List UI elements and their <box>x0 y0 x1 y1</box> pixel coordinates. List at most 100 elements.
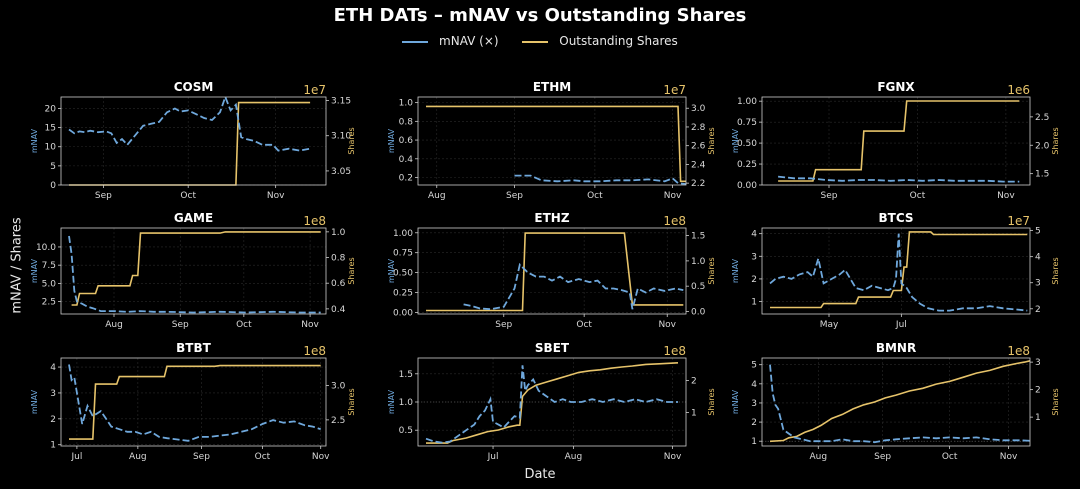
btbt-xtick-label-1: Aug <box>129 452 147 462</box>
cosm-shares-line <box>69 101 311 186</box>
btbt-ltick-label-0: 1 <box>50 441 56 451</box>
cosm-xtick-label-0: Sep <box>95 191 112 201</box>
btbt-rtick-label-1: 3.0 <box>331 382 346 392</box>
btcs-offset-label: 1e7 <box>1007 214 1030 228</box>
btbt-frame <box>60 357 327 447</box>
ethm-shares-line <box>426 105 686 183</box>
ethm-ltick-label-0: 0.2 <box>399 174 413 184</box>
bmnr-rtick-label-2: 3 <box>1035 358 1041 368</box>
ethm-xtick-label-0: Aug <box>428 191 446 201</box>
ethz-offset-label: 1e8 <box>663 214 686 228</box>
ethm-rtick-label-1: 2.4 <box>691 160 706 170</box>
btcs-shares-line <box>770 231 1028 309</box>
cosm-left-axis-label: mNAV <box>30 128 39 153</box>
bmnr-ltick-label-3: 4 <box>751 380 757 390</box>
btcs-left-axis-label: mNAV <box>731 258 740 283</box>
ethz-rtick-label-0: 0.0 <box>691 307 706 317</box>
ethz-rtick-label-2: 1.0 <box>691 257 706 267</box>
btcs-ltick-label-0: 1 <box>751 298 757 308</box>
ethm-right-axis-label: Shares <box>707 127 716 154</box>
ethm-offset-label: 1e7 <box>663 83 686 97</box>
sbet-xtick-label-2: Nov <box>664 452 682 462</box>
sbet-mnav-line <box>425 365 678 444</box>
game-offset-label: 1e8 <box>303 214 326 228</box>
btcs-right-axis-label: Shares <box>1051 257 1060 284</box>
btcs-rtick-label-2: 4 <box>1035 253 1041 263</box>
bmnr-ltick-label-1: 2 <box>751 418 757 428</box>
bmnr-ltick-label-2: 3 <box>751 399 757 409</box>
legend: mNAV (×) Outstanding Shares <box>0 34 1080 48</box>
fgnx-xtick-label-1: Oct <box>910 191 926 201</box>
fgnx-rtick-label-0: 1.5 <box>1035 170 1049 180</box>
btbt-xtick-label-2: Sep <box>193 452 210 462</box>
ethz-ltick-label-0: 0.00 <box>393 308 413 318</box>
sbet-ltick-label-0: 0.5 <box>399 426 413 436</box>
ethz-rtick-label-1: 0.5 <box>691 282 705 292</box>
ethm-xtick-label-2: Oct <box>587 191 603 201</box>
game-ltick-label-2: 7.5 <box>42 261 56 271</box>
btbt-left-axis-label: mNAV <box>30 389 39 414</box>
sbet-right-axis-label: Shares <box>707 388 716 415</box>
game-xtick-label-1: Sep <box>172 320 189 330</box>
legend-swatch-shares <box>522 40 549 43</box>
game-left-axis-label: mNAV <box>30 258 39 283</box>
ethz-title: ETHZ <box>534 211 569 225</box>
ethm-ltick-label-4: 1.0 <box>399 99 414 109</box>
btcs-title: BTCS <box>878 211 913 225</box>
x-axis-label: Date <box>524 467 556 482</box>
btcs-xtick-label-1: Jul <box>895 320 907 330</box>
sbet-rtick-label-1: 2 <box>691 376 697 386</box>
sbet-offset-label: 1e8 <box>663 344 686 358</box>
sbet-xtick-label-1: Aug <box>565 452 583 462</box>
btbt-offset-label: 1e8 <box>303 344 326 358</box>
cosm-mnav-line <box>68 94 311 152</box>
legend-label-shares: Outstanding Shares <box>559 34 678 48</box>
ethz-xtick-label-2: Nov <box>658 320 676 330</box>
fgnx-frame <box>761 96 1031 186</box>
btbt-xtick-label-0: Jul <box>70 452 82 462</box>
cosm-frame <box>60 96 327 186</box>
fgnx-ltick-label-4: 1.00 <box>737 97 757 107</box>
btcs-mnav-line <box>769 233 1028 312</box>
btcs-xtick-label-0: May <box>820 320 839 330</box>
btcs-rtick-label-1: 3 <box>1035 279 1041 289</box>
btbt-ltick-label-1: 2 <box>50 415 56 425</box>
game-frame <box>60 227 327 315</box>
btbt-title: BTBT <box>176 341 211 355</box>
sbet-shares-line <box>426 362 679 444</box>
sbet-ltick-label-1: 1.0 <box>399 398 414 408</box>
legend-label-mnav: mNAV (×) <box>439 34 499 48</box>
game-rtick-label-0: 0.4 <box>331 305 346 315</box>
game-ltick-label-1: 5.0 <box>42 279 57 289</box>
bmnr-ltick-label-0: 1 <box>751 437 757 447</box>
btbt-ltick-label-3: 4 <box>50 363 56 373</box>
cosm-ltick-label-1: 5 <box>50 162 56 172</box>
btbt-xtick-label-4: Nov <box>312 452 330 462</box>
bmnr-ltick-label-4: 5 <box>751 361 757 371</box>
btbt-ltick-label-2: 3 <box>50 389 56 399</box>
game-ltick-label-3: 10.0 <box>36 243 56 253</box>
sbet-xtick-label-0: Jul <box>487 452 499 462</box>
fgnx-left-axis-label: mNAV <box>731 128 740 153</box>
bmnr-offset-label: 1e8 <box>1007 344 1030 358</box>
cosm-rtick-label-0: 3.05 <box>331 167 351 177</box>
legend-item-mnav: mNAV (×) <box>402 34 499 48</box>
cosm-ltick-label-4: 20 <box>45 104 57 114</box>
ethz-xtick-label-0: Sep <box>495 320 512 330</box>
fgnx-ltick-label-0: 0.00 <box>737 181 757 191</box>
ethm-mnav-line <box>514 174 687 185</box>
game-ltick-label-0: 2.5 <box>42 298 56 308</box>
ethz-ltick-label-3: 0.75 <box>393 249 413 259</box>
fgnx-ltick-label-3: 0.75 <box>737 118 757 128</box>
cosm-xtick-label-2: Nov <box>267 191 285 201</box>
ethz-ltick-label-2: 0.50 <box>393 269 413 279</box>
bmnr-rtick-label-0: 1 <box>1035 413 1041 423</box>
ethm-rtick-label-4: 3.0 <box>691 104 706 114</box>
cosm-offset-label: 1e7 <box>303 83 326 97</box>
bmnr-frame <box>761 357 1031 447</box>
legend-item-shares: Outstanding Shares <box>522 34 678 48</box>
btbt-xtick-label-3: Oct <box>255 452 271 462</box>
bmnr-xtick-label-3: Nov <box>1000 452 1018 462</box>
btbt-shares-line <box>69 364 321 440</box>
